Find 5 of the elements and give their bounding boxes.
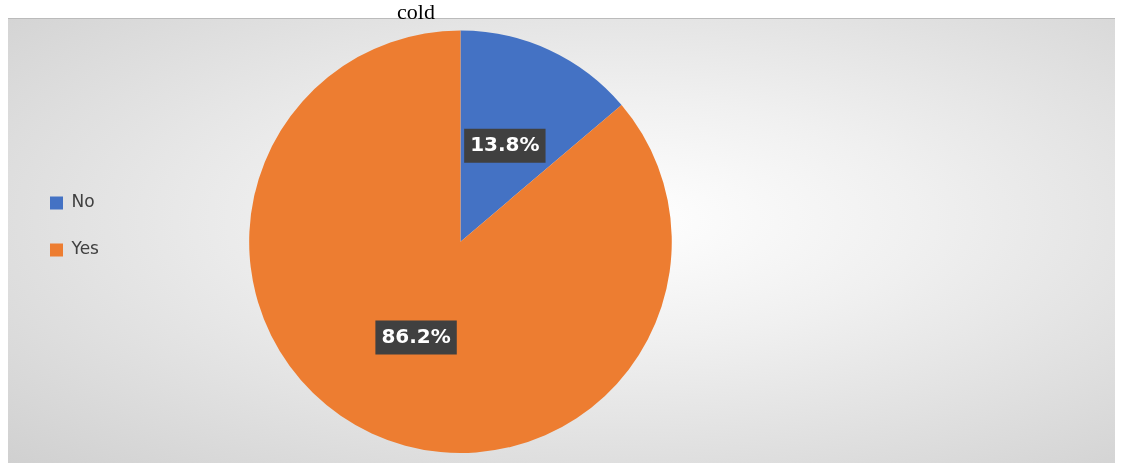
legend-label: Yes bbox=[70, 238, 100, 259]
data-label: 86.2% bbox=[381, 323, 451, 348]
data-label: 13.8% bbox=[470, 132, 540, 157]
chart-title: cold bbox=[397, 0, 435, 24]
legend-label: No bbox=[71, 191, 95, 212]
